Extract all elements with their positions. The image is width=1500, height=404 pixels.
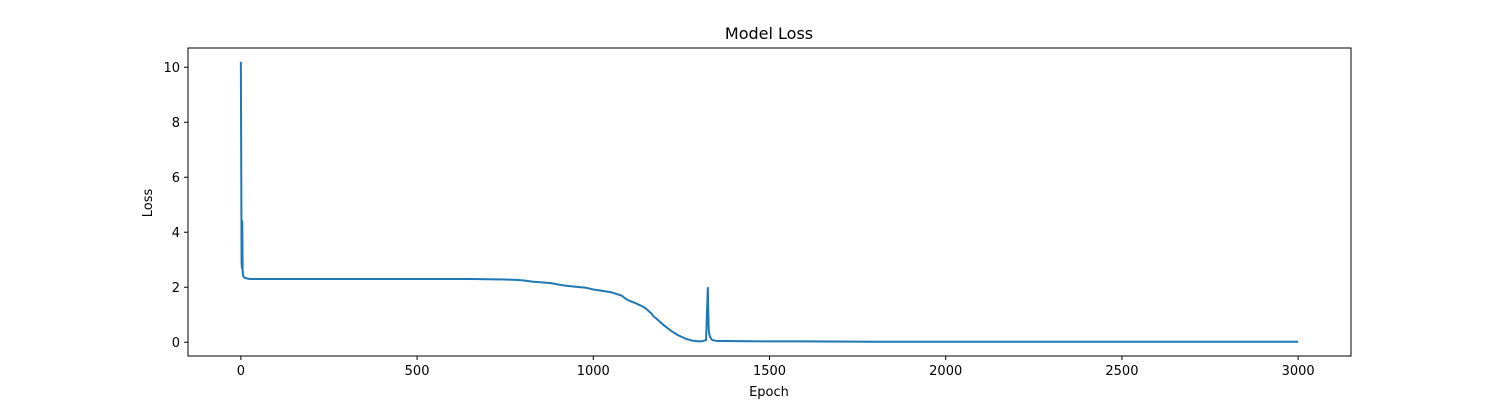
y-tick-label: 10 [163,61,180,76]
loss-series-line [239,61,1299,343]
x-tick-label: 500 [405,364,430,379]
x-tick-label: 3000 [1282,364,1315,379]
x-tick-label: 1000 [577,364,610,379]
y-tick-label: 2 [172,281,180,296]
chart-title: Model Loss [725,24,813,43]
plot-area-frame [187,47,1352,357]
x-axis-title: Epoch [749,385,789,400]
x-tick-label: 2000 [929,364,962,379]
y-tick-label: 4 [172,226,180,241]
x-tick-label: 1500 [753,364,786,379]
x-tick-label: 0 [237,364,245,379]
y-axis-title: Loss [141,189,156,218]
x-tick-label: 2500 [1105,364,1138,379]
y-tick-label: 6 [172,171,180,186]
y-tick-label: 0 [172,336,180,351]
y-tick-label: 8 [172,116,180,131]
